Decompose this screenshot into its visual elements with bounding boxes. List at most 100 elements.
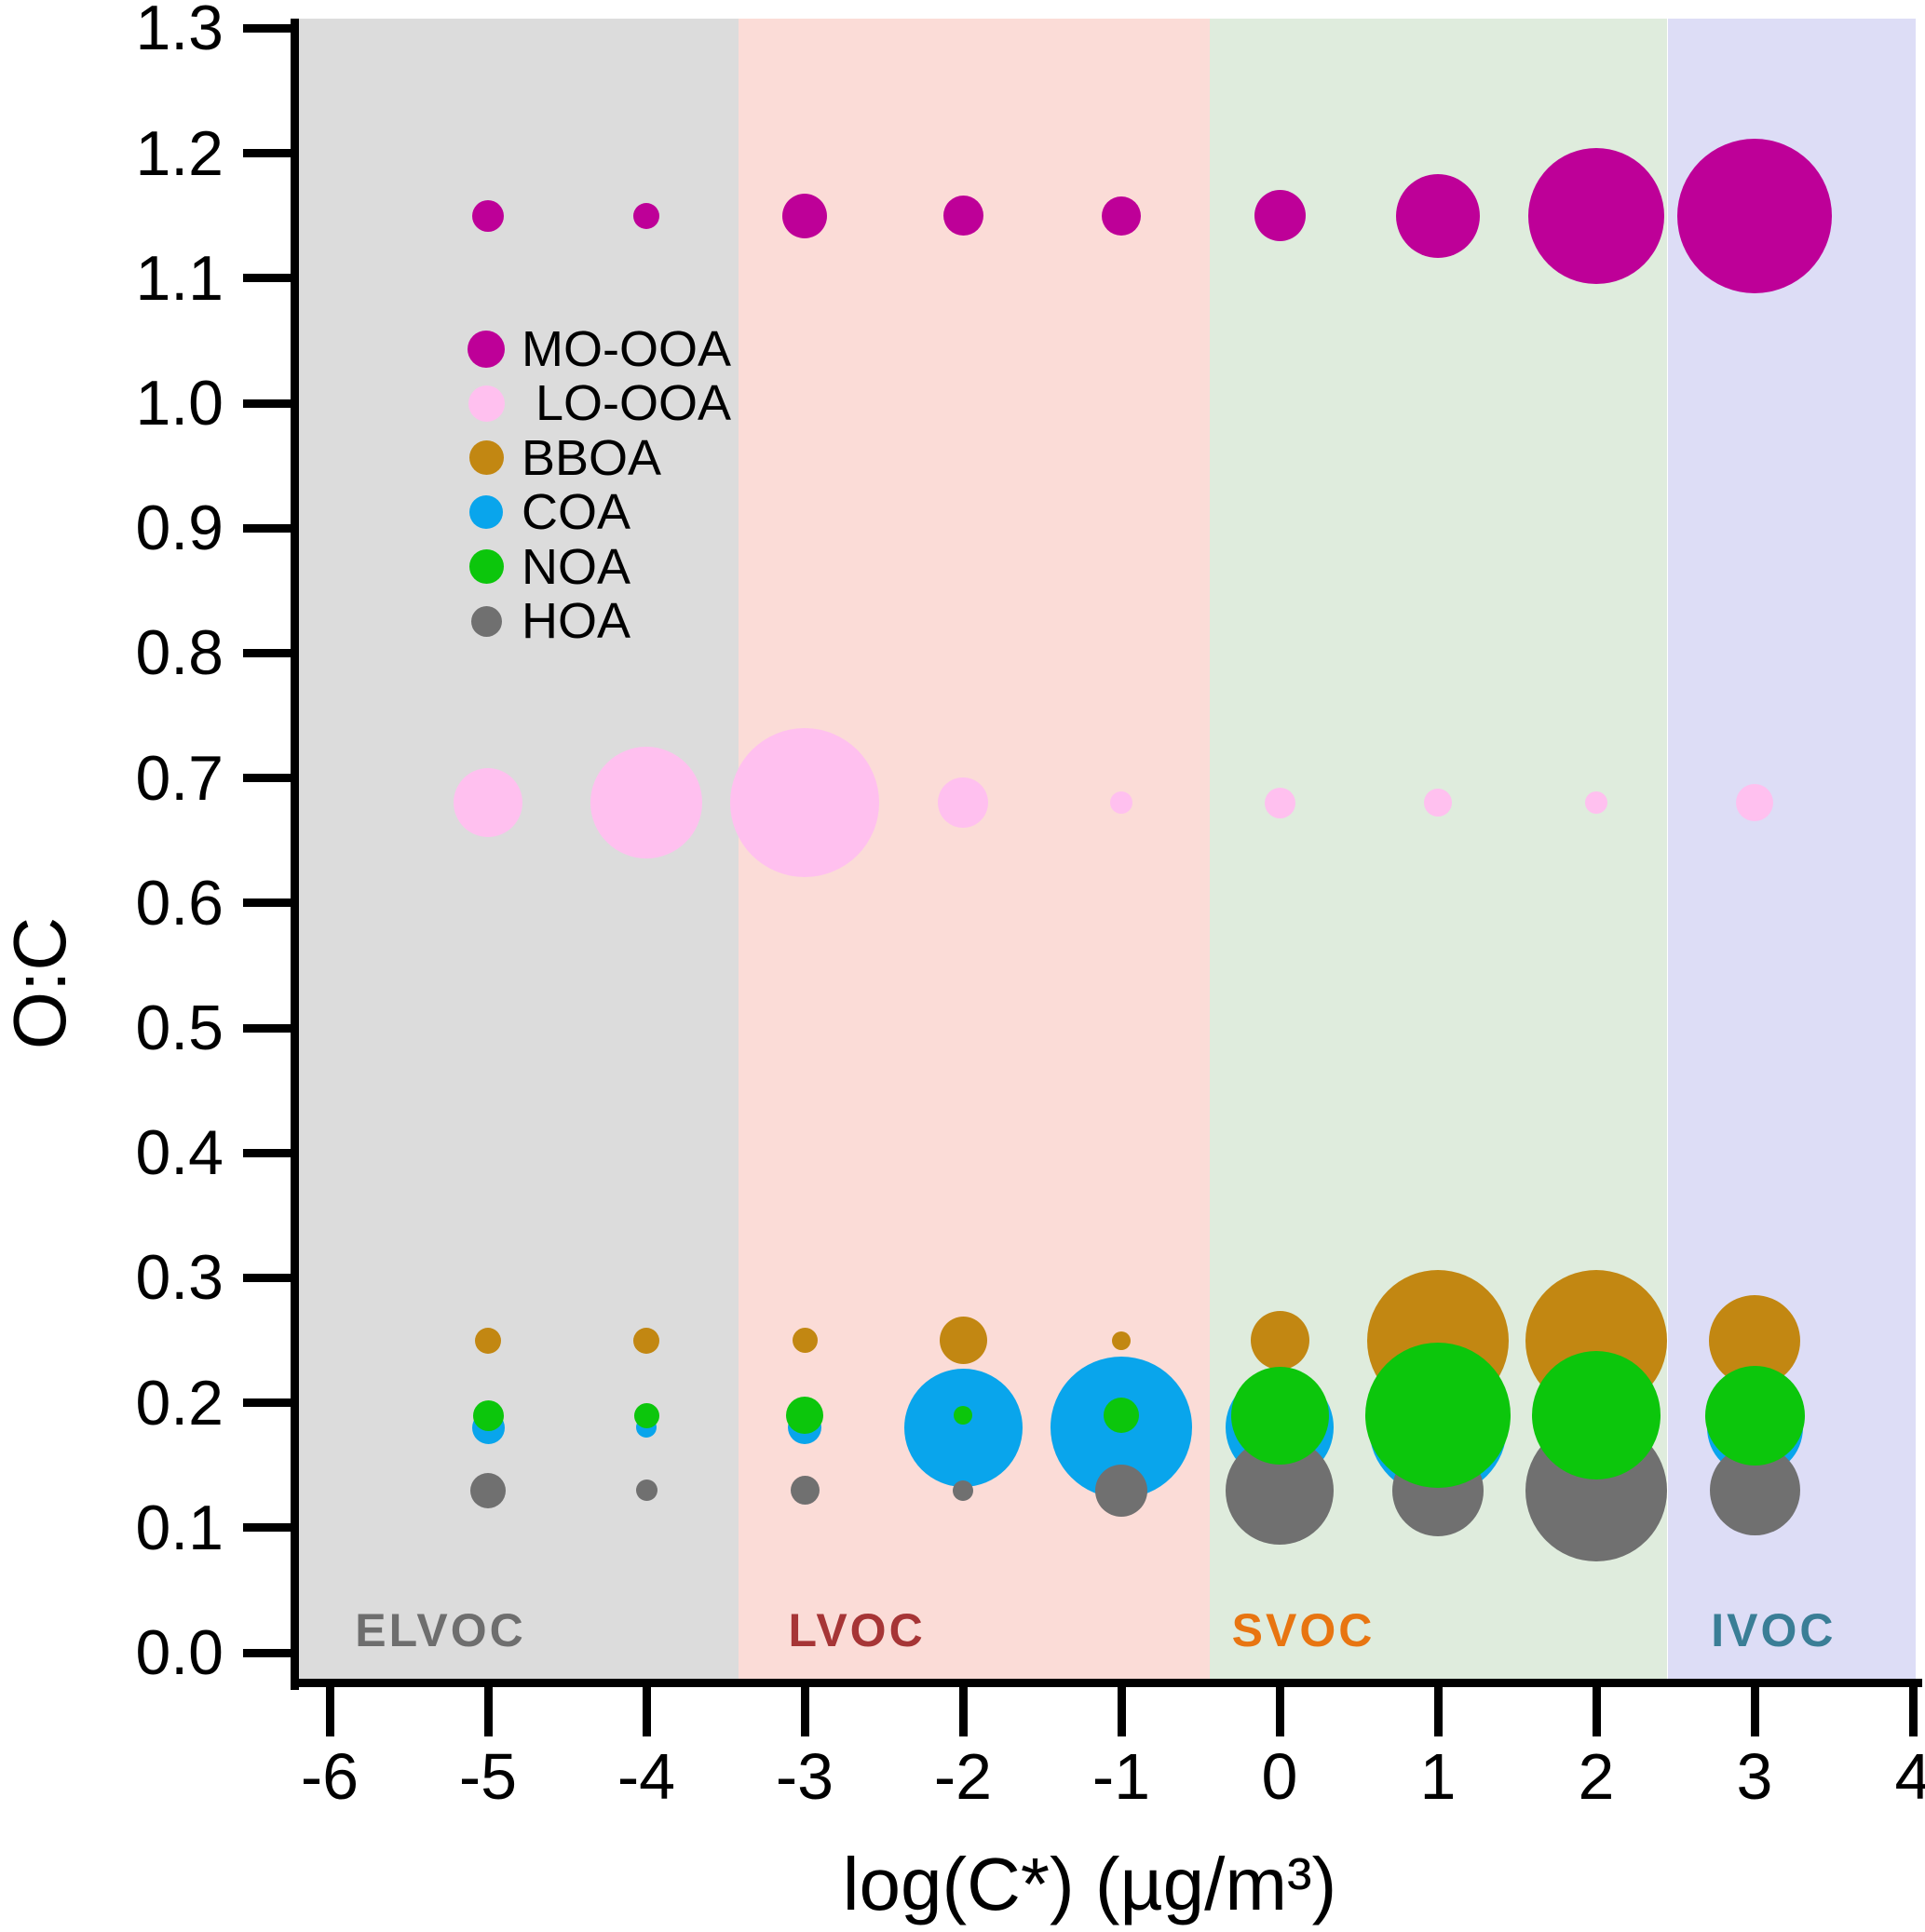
bubble-lo-ooa-x-2 [938, 777, 988, 829]
x-tick-label: -1 [1091, 1740, 1151, 1813]
y-tick [243, 274, 294, 283]
x-tick [483, 1687, 493, 1736]
legend-marker-hoa [470, 605, 502, 637]
legend-label: NOA [522, 538, 631, 595]
legend-marker-mo-ooa [468, 331, 505, 368]
bubble-bboa-x-5 [475, 1327, 501, 1354]
bubble-hoa-x-4 [635, 1479, 657, 1502]
y-tick [243, 1148, 294, 1157]
x-tick [1117, 1687, 1126, 1736]
bubble-lo-ooa-x2 [1585, 791, 1607, 815]
x-tick [800, 1687, 809, 1736]
x-tick [1275, 1687, 1284, 1736]
bubble-mo-ooa-x-4 [633, 202, 659, 229]
bubble-noa-x1 [1365, 1343, 1511, 1489]
y-tick [243, 523, 294, 533]
x-tick [1592, 1687, 1601, 1736]
bubble-bboa-x0 [1250, 1311, 1309, 1370]
bubble-noa-x2 [1532, 1351, 1661, 1480]
bubble-bboa-x-1 [1112, 1331, 1131, 1350]
y-tick-label: 1.2 [135, 117, 224, 189]
y-tick [243, 898, 294, 908]
bubble-bboa-x-2 [939, 1317, 987, 1364]
bubble-mo-ooa-x-3 [782, 193, 827, 238]
bubble-hoa-x-5 [470, 1472, 506, 1508]
y-tick [243, 1523, 294, 1533]
y-tick-label: 0.3 [135, 1242, 224, 1314]
bubble-mo-ooa-x3 [1677, 138, 1832, 293]
bubble-noa-x3 [1704, 1365, 1805, 1466]
bubble-mo-ooa-x1 [1396, 173, 1480, 258]
y-tick-label: 0.8 [135, 617, 224, 689]
legend-label: HOA [522, 593, 631, 649]
bubble-hoa-x-1 [1095, 1464, 1147, 1517]
y-axis-line [291, 19, 299, 1690]
x-tick-label: -5 [458, 1740, 518, 1813]
y-tick-label: 0.7 [135, 742, 224, 814]
bubble-hoa-x-2 [953, 1479, 973, 1501]
x-tick [1908, 1687, 1918, 1736]
legend-marker-noa [468, 549, 504, 585]
y-tick-label: 1.1 [135, 242, 224, 314]
x-tick-label: 0 [1261, 1740, 1298, 1813]
bubble-noa-x-2 [954, 1406, 972, 1425]
x-tick [1750, 1687, 1759, 1736]
y-tick [243, 399, 294, 408]
y-tick-label: 0.0 [135, 1617, 224, 1688]
y-tick [243, 1648, 294, 1657]
y-axis-title: O:C [0, 916, 82, 1050]
region-label-svoc: SVOC [1231, 1604, 1376, 1656]
bubble-noa-x-4 [633, 1402, 659, 1428]
y-tick [243, 648, 294, 657]
x-tick-label: 4 [1894, 1740, 1925, 1813]
bubble-mo-ooa-x-2 [942, 196, 983, 236]
bubble-lo-ooa-x3 [1736, 784, 1773, 822]
y-tick [243, 774, 294, 783]
y-tick-label: 0.5 [135, 993, 224, 1063]
x-tick-label: 3 [1736, 1740, 1773, 1813]
y-tick [243, 1398, 294, 1408]
bubble-lo-ooa-x-5 [454, 768, 522, 838]
y-tick [243, 1273, 294, 1282]
x-axis-title: log(C*) (µg/m³) [842, 1843, 1337, 1925]
legend-label: BBOA [522, 429, 662, 486]
y-tick-label: 0.4 [135, 1117, 224, 1189]
bubble-lo-ooa-x-1 [1110, 791, 1132, 815]
x-tick [1433, 1687, 1443, 1736]
y-tick [243, 149, 294, 158]
bubble-mo-ooa-x-1 [1102, 196, 1141, 236]
y-tick-label: 0.9 [135, 493, 224, 564]
bubble-hoa-x-3 [790, 1476, 820, 1506]
x-tick [642, 1687, 651, 1736]
bubble-lo-ooa-x1 [1424, 789, 1452, 817]
bubble-lo-ooa-x-4 [590, 747, 702, 859]
bubble-noa-x-5 [472, 1399, 504, 1431]
bubble-lo-ooa-x-3 [730, 728, 879, 878]
bubble-mo-ooa-x-5 [472, 199, 504, 232]
x-axis-line [291, 1679, 1922, 1687]
bubble-noa-x-3 [786, 1397, 823, 1435]
y-tick [243, 1023, 294, 1033]
y-tick-label: 0.6 [135, 867, 224, 939]
bubble-mo-ooa-x0 [1254, 190, 1306, 242]
y-tick-label: 0.1 [135, 1492, 224, 1563]
x-tick-label: 1 [1419, 1740, 1457, 1813]
bubble-coa-x-2 [903, 1368, 1023, 1487]
x-tick [325, 1687, 334, 1736]
bubble-bboa-x-4 [633, 1327, 659, 1354]
bubble-mo-ooa-x2 [1528, 147, 1664, 284]
legend-label: COA [522, 484, 631, 541]
bubble-noa-x-1 [1104, 1398, 1139, 1434]
y-tick-label: 1.3 [135, 0, 224, 64]
x-tick-label: -2 [933, 1740, 993, 1813]
legend-label: LO-OOA [522, 375, 732, 432]
bubble-lo-ooa-x0 [1264, 787, 1295, 818]
legend-marker-coa [469, 495, 503, 530]
y-tick [243, 23, 294, 33]
legend-marker-lo-ooa [468, 385, 505, 422]
region-label-elvoc: ELVOC [355, 1604, 526, 1656]
x-tick [958, 1687, 968, 1736]
region-label-lvoc: LVOC [788, 1604, 926, 1656]
x-tick-label: -4 [617, 1740, 676, 1813]
